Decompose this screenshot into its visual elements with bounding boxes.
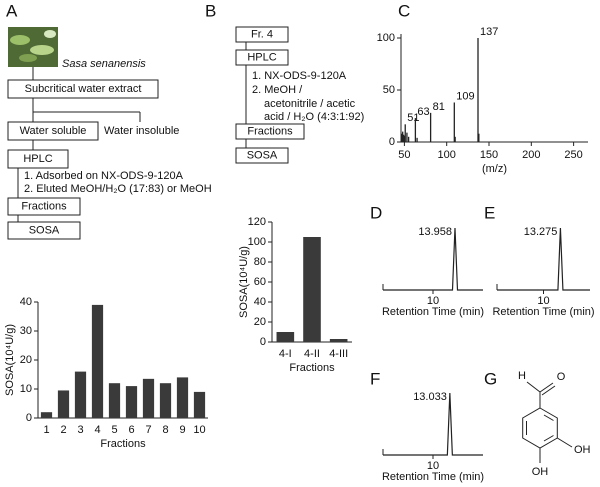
x-tick-label: 10 bbox=[537, 295, 549, 307]
y-tick-label: 20 bbox=[20, 354, 32, 366]
bar bbox=[142, 378, 155, 418]
x-tick-label: 6 bbox=[128, 424, 134, 436]
x-axis-label: Retention Time (min) bbox=[382, 471, 484, 483]
bar bbox=[125, 386, 138, 418]
y-tick-label: 10 bbox=[20, 383, 32, 395]
y-tick-label: 40 bbox=[20, 296, 32, 308]
y-tick-label: 0 bbox=[26, 412, 32, 424]
peak-label: 63 bbox=[417, 106, 429, 118]
flow-note: acetonitrile / acetic bbox=[264, 98, 356, 110]
flow-step: SOSA bbox=[29, 224, 60, 236]
flow-step: Water soluble bbox=[20, 125, 87, 137]
flow-step: HPLC bbox=[247, 51, 276, 63]
y-tick-label: 30 bbox=[20, 325, 32, 337]
panel-label: G bbox=[484, 369, 497, 388]
bar bbox=[91, 304, 104, 418]
x-tick-label: 1 bbox=[43, 424, 49, 436]
x-tick-label: 8 bbox=[162, 424, 168, 436]
panel-label: B bbox=[205, 1, 216, 20]
x-tick-label: 4-II bbox=[304, 348, 320, 360]
x-tick-label: 10 bbox=[193, 424, 205, 436]
x-tick-label: 4-I bbox=[279, 348, 292, 360]
chromatogram-trace bbox=[383, 227, 483, 291]
chromatogram-trace bbox=[383, 392, 483, 456]
flow-step: Water insoluble bbox=[104, 125, 179, 137]
flow-step: HPLC bbox=[23, 153, 52, 165]
species-name: Sasa senanensis bbox=[62, 58, 146, 70]
panel-label: F bbox=[370, 369, 380, 388]
bar bbox=[159, 383, 172, 418]
x-axis-label: Fractions bbox=[289, 362, 335, 374]
x-tick-label: 50 bbox=[398, 149, 410, 161]
flow-note: acid / H₂O (4:3:1:92) bbox=[264, 111, 364, 123]
bar bbox=[276, 332, 295, 342]
bar bbox=[176, 377, 189, 418]
x-tick-label: 9 bbox=[179, 424, 185, 436]
x-tick-label: 2 bbox=[60, 424, 66, 436]
bar bbox=[303, 237, 321, 342]
x-tick-label: 3 bbox=[77, 424, 83, 436]
peak-label: 13.275 bbox=[524, 226, 558, 238]
atom-label: OH bbox=[532, 466, 549, 478]
y-tick-label: 0 bbox=[260, 336, 266, 348]
x-axis-label: Retention Time (min) bbox=[382, 306, 484, 318]
x-tick-label: 10 bbox=[427, 295, 439, 307]
y-tick-label: 40 bbox=[254, 296, 266, 308]
atom-label: H bbox=[518, 370, 526, 382]
x-axis-label: Retention Time (min) bbox=[492, 306, 594, 318]
panel-label: A bbox=[6, 1, 18, 20]
flow-step: Fractions bbox=[21, 200, 67, 212]
peak-label: 51 bbox=[407, 112, 419, 124]
x-axis-label: (m/z) bbox=[482, 163, 507, 175]
x-axis-label: Fractions bbox=[100, 438, 146, 450]
flow-step: Fr. 4 bbox=[251, 28, 273, 40]
y-tick-label: 20 bbox=[254, 316, 266, 328]
x-tick-label: 100 bbox=[438, 149, 456, 161]
peak-label: 13.958 bbox=[418, 226, 452, 238]
x-tick-label: 250 bbox=[564, 149, 582, 161]
panel-label: D bbox=[370, 203, 382, 222]
peak-label: 81 bbox=[433, 101, 445, 113]
y-axis-label: SOSA(10⁴U/g) bbox=[4, 324, 16, 396]
flow-note: 1. NX-ODS-9-120A bbox=[252, 70, 347, 82]
peak-label: 109 bbox=[456, 90, 474, 102]
flow-step: Fractions bbox=[247, 125, 293, 137]
panel-label: E bbox=[484, 203, 495, 222]
flow-step: Subcritical water extract bbox=[25, 83, 142, 95]
y-tick-label: 60 bbox=[254, 276, 266, 288]
x-tick-label: 5 bbox=[111, 424, 117, 436]
atom-label: O bbox=[557, 371, 566, 383]
y-tick-label: 80 bbox=[254, 256, 266, 268]
peak-label: 13.033 bbox=[413, 391, 447, 403]
flow-note: 1. Adsorbed on NX-ODS-9-120A bbox=[24, 170, 184, 182]
y-axis-label: SOSA(10⁴U/g) bbox=[238, 246, 250, 318]
bar bbox=[193, 391, 206, 418]
x-tick-label: 10 bbox=[427, 460, 439, 472]
bar bbox=[329, 339, 348, 342]
x-tick-label: 7 bbox=[145, 424, 151, 436]
y-tick-label: 120 bbox=[248, 216, 266, 228]
photo bbox=[8, 27, 58, 67]
y-tick-label: 100 bbox=[248, 236, 266, 248]
y-tick-label: 0 bbox=[389, 136, 395, 148]
atom-label: OH bbox=[574, 444, 591, 456]
bar bbox=[40, 412, 53, 418]
flow-step: SOSA bbox=[247, 149, 278, 161]
bar bbox=[74, 371, 87, 418]
flow-note: 2. Eluted MeOH/H₂O (17:83) or MeOH bbox=[24, 183, 212, 195]
panel-label: C bbox=[398, 1, 410, 20]
y-tick-label: 50 bbox=[383, 84, 395, 96]
peak-label: 137 bbox=[480, 26, 498, 38]
x-tick-label: 4-III bbox=[329, 348, 348, 360]
bar bbox=[57, 390, 70, 418]
x-tick-label: 200 bbox=[522, 149, 540, 161]
chromatogram-trace bbox=[497, 227, 590, 291]
x-tick-label: 4 bbox=[94, 424, 100, 436]
bar bbox=[108, 383, 121, 418]
y-tick-label: 100 bbox=[377, 32, 395, 44]
flow-note: 2. MeOH / bbox=[252, 84, 303, 96]
x-tick-label: 150 bbox=[480, 149, 498, 161]
structure bbox=[522, 381, 573, 463]
